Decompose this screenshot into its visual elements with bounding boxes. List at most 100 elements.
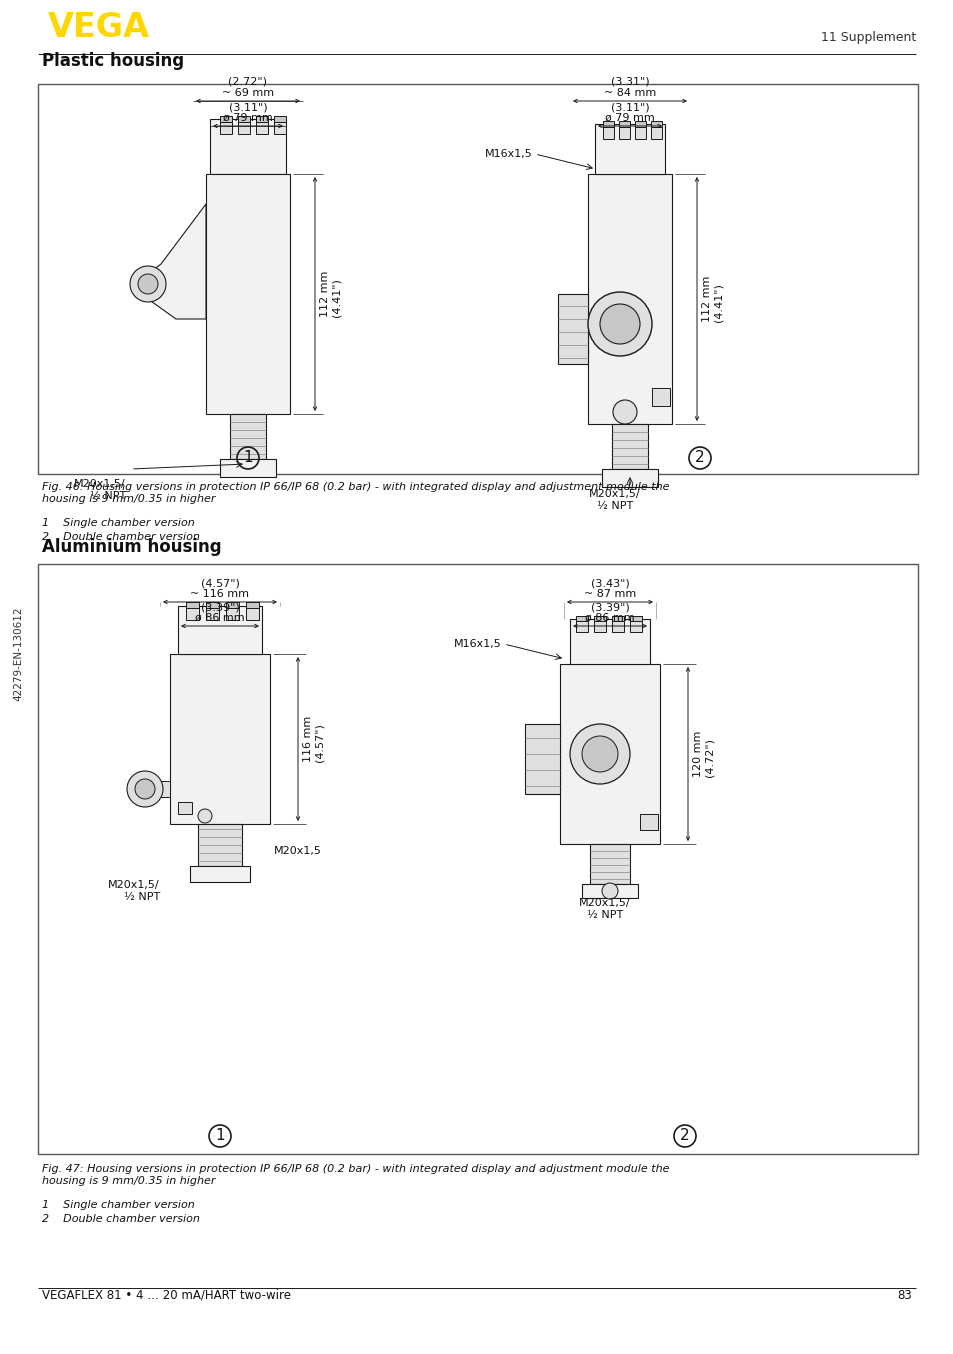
Text: (2.72"): (2.72") xyxy=(229,77,267,87)
Circle shape xyxy=(135,779,154,799)
Bar xyxy=(639,814,658,830)
Bar xyxy=(255,122,268,134)
Text: 2: 2 xyxy=(695,451,704,466)
Bar xyxy=(559,663,659,844)
Bar xyxy=(190,867,250,881)
Circle shape xyxy=(599,305,639,344)
Text: VEGA: VEGA xyxy=(48,11,150,43)
Bar xyxy=(594,619,605,632)
Text: (4.57"): (4.57") xyxy=(200,578,239,588)
Bar xyxy=(237,116,250,122)
Text: (3.39"): (3.39") xyxy=(200,603,239,612)
Bar xyxy=(629,616,641,621)
Bar xyxy=(576,619,587,632)
Text: 83: 83 xyxy=(897,1289,911,1303)
Bar xyxy=(612,424,647,468)
Bar xyxy=(612,616,623,621)
Bar xyxy=(589,844,629,884)
Bar xyxy=(206,607,219,620)
Bar xyxy=(581,884,638,898)
Text: M16x1,5: M16x1,5 xyxy=(485,149,533,158)
Bar xyxy=(274,122,286,134)
Circle shape xyxy=(613,399,637,424)
Text: ø 86 mm: ø 86 mm xyxy=(584,613,634,623)
Text: M20x1,5/: M20x1,5/ xyxy=(578,898,630,909)
Text: M20x1,5/
½ NPT: M20x1,5/ ½ NPT xyxy=(74,479,126,501)
Bar xyxy=(602,121,614,127)
Text: Aluminium housing: Aluminium housing xyxy=(42,538,221,556)
Bar xyxy=(629,619,641,632)
Text: M20x1,5/: M20x1,5/ xyxy=(589,489,640,500)
Bar xyxy=(595,125,664,175)
Text: ½ NPT: ½ NPT xyxy=(586,910,622,919)
Bar xyxy=(178,802,192,814)
Bar xyxy=(618,121,629,127)
Text: ~ 84 mm: ~ 84 mm xyxy=(603,88,656,97)
Text: ø 79 mm: ø 79 mm xyxy=(223,112,273,123)
Bar xyxy=(650,121,661,127)
Text: ø 86 mm: ø 86 mm xyxy=(195,613,245,623)
Circle shape xyxy=(601,883,618,899)
Text: 120 mm
(4.72"): 120 mm (4.72") xyxy=(692,731,714,777)
Bar xyxy=(206,175,290,414)
Text: 112 mm
(4.41"): 112 mm (4.41") xyxy=(701,276,722,322)
Bar xyxy=(154,781,170,798)
Bar xyxy=(186,607,199,620)
Circle shape xyxy=(127,770,163,807)
Bar xyxy=(601,468,658,487)
Circle shape xyxy=(138,274,158,294)
Bar xyxy=(186,603,199,608)
Text: Plastic housing: Plastic housing xyxy=(42,51,184,70)
Text: 2    Double chamber version: 2 Double chamber version xyxy=(42,1215,200,1224)
Bar xyxy=(569,619,649,663)
Bar xyxy=(618,127,629,139)
Bar xyxy=(246,603,258,608)
Text: Fig. 46: Housing versions in protection IP 66/IP 68 (0.2 bar) - with integrated : Fig. 46: Housing versions in protection … xyxy=(42,482,669,504)
Bar xyxy=(220,459,275,477)
Bar xyxy=(255,116,268,122)
Text: VEGAFLEX 81 • 4 … 20 mA/HART two-wire: VEGAFLEX 81 • 4 … 20 mA/HART two-wire xyxy=(42,1289,291,1303)
Bar xyxy=(594,616,605,621)
Bar xyxy=(558,294,587,364)
Text: 1: 1 xyxy=(215,1128,225,1144)
Bar xyxy=(237,122,250,134)
Circle shape xyxy=(130,265,166,302)
Text: ø 79 mm: ø 79 mm xyxy=(604,112,654,123)
Bar xyxy=(524,724,559,793)
Text: 112 mm
(4.41"): 112 mm (4.41") xyxy=(319,271,341,317)
Text: 2: 2 xyxy=(679,1128,689,1144)
Bar xyxy=(612,619,623,632)
Text: ~ 116 mm: ~ 116 mm xyxy=(191,589,250,598)
Bar xyxy=(206,603,219,608)
Text: M20x1,5/
½ NPT: M20x1,5/ ½ NPT xyxy=(109,880,160,902)
Text: M16x1,5: M16x1,5 xyxy=(454,639,501,649)
Circle shape xyxy=(198,808,212,823)
Text: Fig. 47: Housing versions in protection IP 66/IP 68 (0.2 bar) - with integrated : Fig. 47: Housing versions in protection … xyxy=(42,1164,669,1186)
Text: ~ 87 mm: ~ 87 mm xyxy=(583,589,636,598)
Bar xyxy=(220,116,232,122)
Text: (3.31"): (3.31") xyxy=(610,77,649,87)
Circle shape xyxy=(587,292,651,356)
Text: ½ NPT: ½ NPT xyxy=(597,501,633,510)
Text: 1    Single chamber version: 1 Single chamber version xyxy=(42,1200,194,1210)
Bar xyxy=(635,127,645,139)
Bar xyxy=(650,127,661,139)
Bar xyxy=(170,654,270,825)
Bar xyxy=(274,116,286,122)
Text: (3.39"): (3.39") xyxy=(590,603,629,612)
Bar xyxy=(226,607,239,620)
Bar xyxy=(210,119,286,175)
Text: 1    Single chamber version: 1 Single chamber version xyxy=(42,519,194,528)
Bar xyxy=(226,603,239,608)
Bar xyxy=(230,414,266,459)
Bar xyxy=(602,127,614,139)
Circle shape xyxy=(581,737,618,772)
Text: (3.11"): (3.11") xyxy=(229,102,267,112)
Bar xyxy=(651,389,669,406)
Bar xyxy=(38,84,917,474)
Bar xyxy=(587,175,671,424)
Text: (3.43"): (3.43") xyxy=(590,578,629,588)
Circle shape xyxy=(569,724,629,784)
Text: 2    Double chamber version: 2 Double chamber version xyxy=(42,532,200,542)
Text: ~ 69 mm: ~ 69 mm xyxy=(222,88,274,97)
